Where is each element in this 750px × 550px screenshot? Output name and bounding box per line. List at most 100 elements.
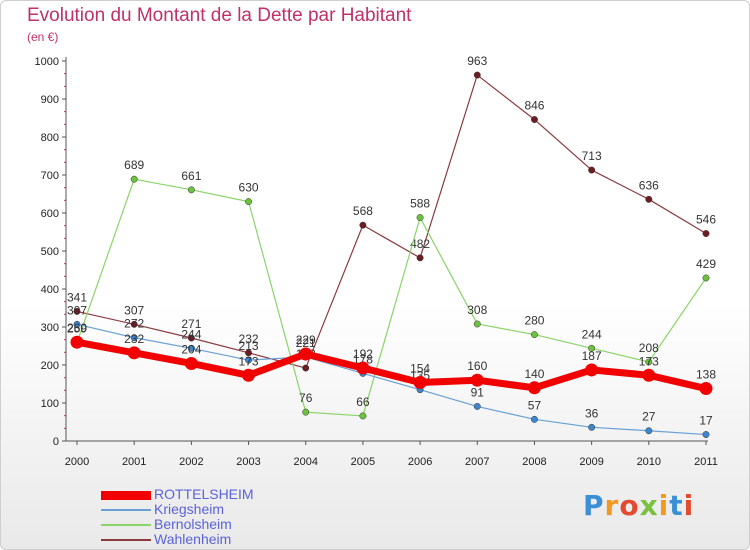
legend-swatch: [101, 490, 151, 500]
data-label: 429: [696, 257, 716, 271]
data-label: 244: [181, 327, 201, 341]
data-point: [416, 214, 424, 222]
data-point: [245, 198, 252, 206]
data-point: [130, 320, 138, 328]
data-label: 178: [353, 352, 373, 366]
data-label: 232: [239, 332, 259, 346]
chart-subtitle: (en €): [27, 30, 59, 44]
data-point: [187, 344, 195, 352]
data-point: [413, 375, 427, 389]
data-point: [531, 116, 538, 123]
data-point: [588, 344, 596, 352]
logo-letter: x: [639, 489, 659, 522]
data-label: 689: [124, 158, 144, 172]
data-label: 192: [353, 347, 373, 361]
data-point: [242, 368, 256, 382]
data-point: [359, 412, 367, 420]
data-point: [299, 347, 313, 361]
x-tick-label: 2000: [65, 456, 89, 468]
data-point: [245, 356, 252, 364]
logo-letter: o: [619, 489, 640, 522]
logo-letter: r: [604, 489, 620, 522]
data-label: 280: [524, 314, 544, 328]
data-point: [531, 415, 538, 423]
x-tick-label: 2008: [522, 456, 546, 468]
data-label: 76: [299, 391, 313, 405]
data-label: 846: [524, 99, 544, 113]
data-point: [531, 331, 538, 339]
data-label: 208: [639, 341, 659, 355]
series-line-kriegsheim: [76, 323, 707, 436]
legend-swatch: [101, 524, 151, 526]
x-tick-label: 2007: [465, 456, 489, 468]
data-label: 260: [67, 321, 87, 335]
data-label: 341: [67, 290, 87, 304]
y-tick-label: 400: [41, 284, 59, 296]
x-tick-label: 2009: [579, 456, 603, 468]
y-tick-label: 700: [41, 170, 59, 182]
data-point: [73, 320, 81, 328]
data-point: [588, 166, 596, 174]
data-label: 140: [524, 367, 544, 381]
logo-letter: i: [683, 489, 695, 522]
data-label: 307: [124, 303, 144, 317]
data-point: [473, 320, 481, 328]
data-point: [585, 363, 599, 377]
data-point: [187, 334, 195, 342]
legend-label: Wahlenheim: [154, 531, 232, 547]
data-point: [302, 364, 310, 372]
logo-letter: t: [669, 489, 684, 522]
series-line-rottelsheim: [73, 338, 710, 393]
data-point: [130, 334, 138, 342]
data-label: 546: [696, 213, 716, 227]
data-label: 173: [639, 354, 659, 368]
data-label: 66: [356, 395, 370, 409]
data-label: 568: [353, 204, 373, 218]
data-label: 154: [410, 361, 430, 375]
data-point: [245, 349, 252, 357]
data-label: 91: [471, 385, 485, 399]
data-point: [302, 408, 310, 416]
data-label: 636: [639, 178, 659, 192]
data-label: 308: [467, 303, 487, 317]
legend-label: Kriegsheim: [154, 501, 225, 517]
y-tick-label: 1000: [35, 56, 59, 68]
data-label: 588: [410, 197, 430, 211]
data-point: [699, 382, 713, 396]
data-point: [473, 71, 481, 79]
data-point: [184, 356, 198, 370]
legend-swatch: [101, 539, 151, 541]
x-tick-label: 2005: [351, 456, 375, 468]
data-point: [416, 254, 424, 262]
data-label: 630: [239, 181, 259, 195]
proxiti-logo: Proxiti: [583, 489, 694, 522]
data-label: 713: [582, 149, 602, 163]
data-point: [359, 221, 367, 229]
data-label: 138: [696, 368, 716, 382]
series-line-wahlenheim: [76, 74, 707, 369]
data-label: 221: [296, 336, 316, 350]
data-label: 27: [642, 410, 656, 424]
x-tick-label: 2011: [694, 456, 718, 468]
data-point: [702, 431, 710, 438]
logo-letter: P: [583, 489, 605, 522]
y-tick-label: 800: [41, 132, 59, 144]
x-tick-label: 2004: [293, 456, 317, 468]
data-label: 232: [124, 332, 144, 346]
data-label: 160: [467, 359, 487, 373]
y-tick-label: 200: [41, 360, 59, 372]
data-point: [702, 274, 710, 282]
data-label: 271: [181, 317, 201, 331]
data-point: [702, 230, 710, 237]
data-label: 661: [181, 169, 201, 183]
x-tick-label: 2010: [637, 456, 661, 468]
x-tick-label: 2002: [179, 456, 203, 468]
data-point: [356, 361, 370, 375]
data-point: [588, 423, 596, 431]
legend-label: Bernolsheim: [154, 516, 232, 532]
data-point: [127, 346, 141, 360]
data-label: 229: [296, 333, 316, 347]
data-point: [73, 307, 81, 315]
